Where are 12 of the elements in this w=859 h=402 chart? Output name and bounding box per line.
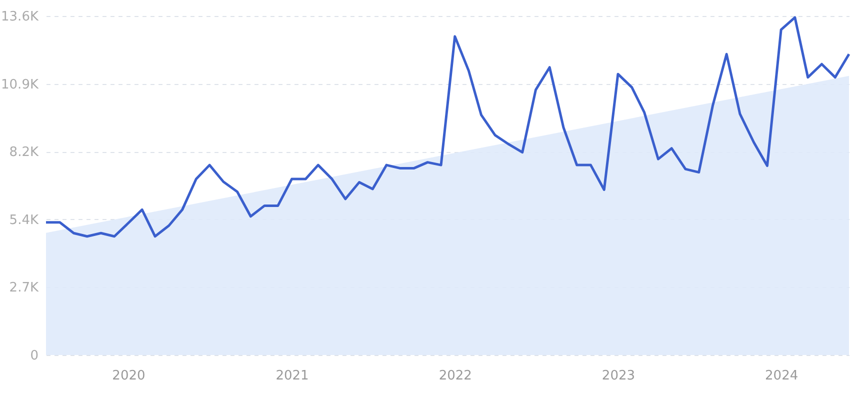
x-tick-label: 2021 <box>276 368 309 384</box>
y-tick-label: 5.4K <box>9 212 39 228</box>
y-tick-label: 2.7K <box>9 280 39 296</box>
x-tick-label: 2022 <box>438 368 472 384</box>
y-tick-label: 13.6K <box>1 10 39 24</box>
y-tick-label: 0 <box>30 348 38 364</box>
y-tick-label: 8.2K <box>9 145 39 160</box>
x-tick-label: 2023 <box>602 368 636 384</box>
line-series <box>44 16 850 238</box>
y-tick-label: 10.9K <box>1 77 39 92</box>
x-tick-label: 2020 <box>112 368 146 384</box>
x-tick-label: 2024 <box>765 368 798 384</box>
